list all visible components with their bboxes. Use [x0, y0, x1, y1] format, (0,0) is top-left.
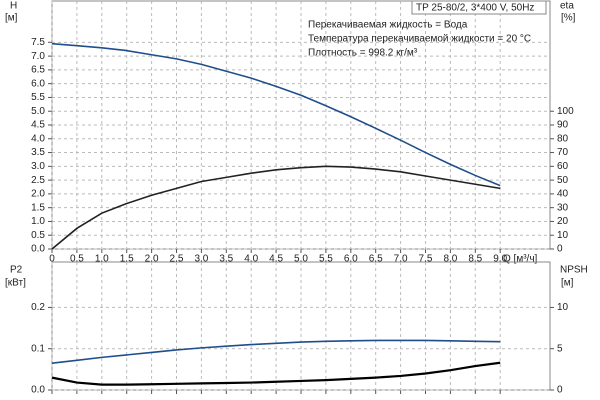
x-axis-label: Q [м³/ч]	[503, 254, 538, 265]
y-tick-label: 7.5	[31, 37, 45, 48]
series-line	[51, 42, 501, 187]
series-line	[51, 361, 501, 386]
y-tick-label: 7.0	[31, 51, 45, 62]
y2-axis-label: eta	[560, 1, 574, 12]
y-tick-label: 1.5	[31, 202, 45, 213]
x-tick-label: 4.5	[269, 254, 283, 265]
y2-tick-label: 0	[557, 244, 563, 255]
title-box	[411, 0, 547, 15]
y-tick-label: 4.0	[31, 133, 45, 144]
y-tick-label: 0.5	[31, 230, 45, 241]
y2-axis-label: NPSH	[560, 265, 588, 276]
x-tick-label: 3.0	[194, 254, 208, 265]
x-tick-label: 1.5	[120, 254, 134, 265]
y2-tick-label: 5	[557, 343, 563, 354]
y2-tick-label: 10	[557, 230, 569, 241]
y-tick-label: 0.2	[31, 302, 45, 313]
series-line	[51, 165, 501, 250]
y-tick-label: 5.0	[31, 106, 45, 117]
y2-axis-unit: [м]	[561, 278, 574, 289]
annotation: Плотность = 998.2 кг/м³	[308, 48, 418, 59]
y-axis-label: P2	[10, 265, 23, 276]
y2-tick-label: 10	[557, 302, 569, 313]
y2-axis-unit: [%]	[561, 13, 576, 24]
x-tick-label: 9.0	[493, 254, 507, 265]
x-tick-label: 5.0	[294, 254, 308, 265]
y2-tick-label: 0	[557, 385, 563, 396]
y2-tick-label: 60	[557, 161, 569, 172]
x-tick-label: 6.0	[344, 254, 358, 265]
x-tick-label: 8.5	[468, 254, 482, 265]
x-tick-label: 8.0	[443, 254, 457, 265]
x-tick-label: 2.0	[145, 254, 159, 265]
y2-tick-label: 100	[557, 106, 574, 117]
x-tick-label: 0.5	[70, 254, 84, 265]
y-tick-label: 2.0	[31, 189, 45, 200]
y2-tick-label: 90	[557, 120, 569, 131]
x-tick-label: 5.5	[319, 254, 333, 265]
y2-tick-label: 30	[557, 202, 569, 213]
x-tick-label: 3.5	[219, 254, 233, 265]
y-tick-label: 0.1	[31, 343, 45, 354]
x-tick-label: 2.5	[170, 254, 184, 265]
y-tick-label: 5.5	[31, 92, 45, 103]
x-tick-label: 7.0	[394, 254, 408, 265]
x-tick-label: 6.5	[369, 254, 383, 265]
y2-tick-label: 80	[557, 133, 569, 144]
y2-tick-label: 40	[557, 189, 569, 200]
y-axis-label: H	[10, 1, 17, 12]
y-tick-label: 0.0	[31, 244, 45, 255]
y-tick-label: 6.0	[31, 78, 45, 89]
y-tick-label: 4.5	[31, 120, 45, 131]
x-tick-label: 7.5	[419, 254, 433, 265]
y-tick-label: 3.0	[31, 161, 45, 172]
series-line	[51, 339, 501, 364]
x-tick-label: 4.0	[244, 254, 258, 265]
y2-tick-label: 20	[557, 216, 569, 227]
y-tick-label: 3.5	[31, 147, 45, 158]
y-tick-label: 1.0	[31, 216, 45, 227]
chart-title: TP 25-80/2, 3*400 V, 50Hz	[416, 3, 534, 14]
y-tick-label: 0.0	[31, 385, 45, 396]
y-axis-unit: [м]	[5, 13, 18, 24]
y2-tick-label: 70	[557, 147, 569, 158]
y2-tick-label: 50	[557, 175, 569, 186]
y-tick-label: 2.5	[31, 175, 45, 186]
annotation: Температура перекачиваемой жидкости = 20…	[308, 34, 531, 45]
x-tick-label: 1.0	[95, 254, 109, 265]
y-tick-label: 6.5	[31, 65, 45, 76]
annotation: Перекачиваемая жидкость = Вода	[308, 20, 468, 31]
x-tick-label: 0	[49, 254, 55, 265]
y-axis-unit: [кВт]	[5, 278, 26, 289]
